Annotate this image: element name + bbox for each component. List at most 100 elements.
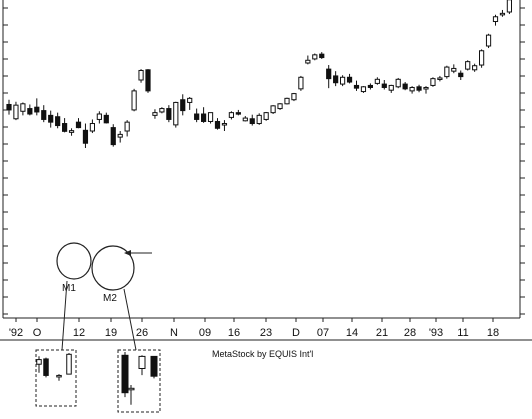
x-tick-label: 09 [199,327,211,339]
m2-label: M2 [103,293,117,304]
candle [13,101,19,121]
candle [55,112,61,129]
candle-body [374,78,380,84]
candle [82,123,89,148]
m1-circle [56,242,92,280]
candle-body [326,68,332,80]
candle [96,111,102,124]
annotations: M1 M2 [35,242,161,413]
candle [284,97,290,105]
candle [138,69,144,83]
candle-body [472,65,478,71]
candle [416,84,422,93]
candle [333,71,339,87]
candle [221,120,228,131]
candle [187,97,193,110]
arrow-head [124,250,131,256]
candle-body [291,93,297,101]
candle-body [506,0,512,13]
candle [388,84,394,93]
candle-body [138,355,146,369]
candle-body [103,114,109,124]
source-credit: MetaStock by EQUIS Int'l [212,349,313,359]
inset-candle [138,355,146,376]
candle [6,99,12,115]
candle [472,63,478,72]
candle [465,60,471,71]
candle [458,70,464,80]
candle [291,92,297,102]
candle [423,86,429,94]
x-tick-label: '92 [9,327,23,339]
candle [249,114,255,126]
inset-candle [43,357,49,378]
candle-body [444,66,450,78]
candle [235,109,241,116]
candle-body [36,359,42,365]
candle [492,14,499,26]
y-ticks-right [520,7,525,315]
candle-body [41,110,47,120]
candle [48,110,54,128]
candle [451,64,457,74]
candle-body [62,123,68,132]
candle-body [485,34,492,47]
candle-body [150,355,158,377]
candle-body [110,127,116,146]
candle-body [312,54,318,60]
candle [374,77,380,85]
candle-body [367,84,373,88]
candle-body [201,113,207,122]
candle-body [353,84,360,89]
candle-body [409,86,415,92]
candle [124,120,130,137]
candle-body [437,77,443,80]
candle-body [416,86,422,91]
x-tick-label: 26 [136,327,148,339]
candle [256,113,262,125]
candle-body [305,59,311,64]
candle-body [166,108,172,120]
candle-body [56,374,62,378]
candle [485,33,492,49]
m2-circle [91,245,135,291]
candle [173,101,179,128]
candle-body [381,83,387,88]
x-tick-label: 18 [487,327,499,339]
inset-candle [36,356,42,373]
candle-body [423,86,429,90]
candle [353,80,360,91]
candle-body [121,354,129,394]
candle [34,98,40,116]
candle [117,131,123,143]
candle [319,52,325,59]
candle [20,102,26,116]
x-tick-label: O [33,327,42,339]
candle-body [430,78,436,86]
candle-body [207,112,214,122]
candle [152,109,158,119]
candle [89,119,96,134]
m1-inset-box [35,349,77,407]
candle-body [34,106,40,113]
candle-body [43,358,49,376]
candle-body [173,101,179,126]
candle-body [402,83,408,90]
x-tick-label: 14 [346,327,358,339]
candle-body [152,112,158,116]
candle-body [131,90,137,111]
candle [145,69,151,93]
candle-body [242,117,248,122]
candle [437,75,443,82]
candle [207,112,214,124]
inset-candle [150,355,158,379]
candle-body [159,108,165,113]
candle-body [388,84,394,91]
y-ticks-left [3,7,8,315]
candle-body [256,114,262,125]
candle-body [235,112,241,115]
candle-body [75,121,82,129]
price-candles [6,0,512,148]
candle [444,65,450,79]
